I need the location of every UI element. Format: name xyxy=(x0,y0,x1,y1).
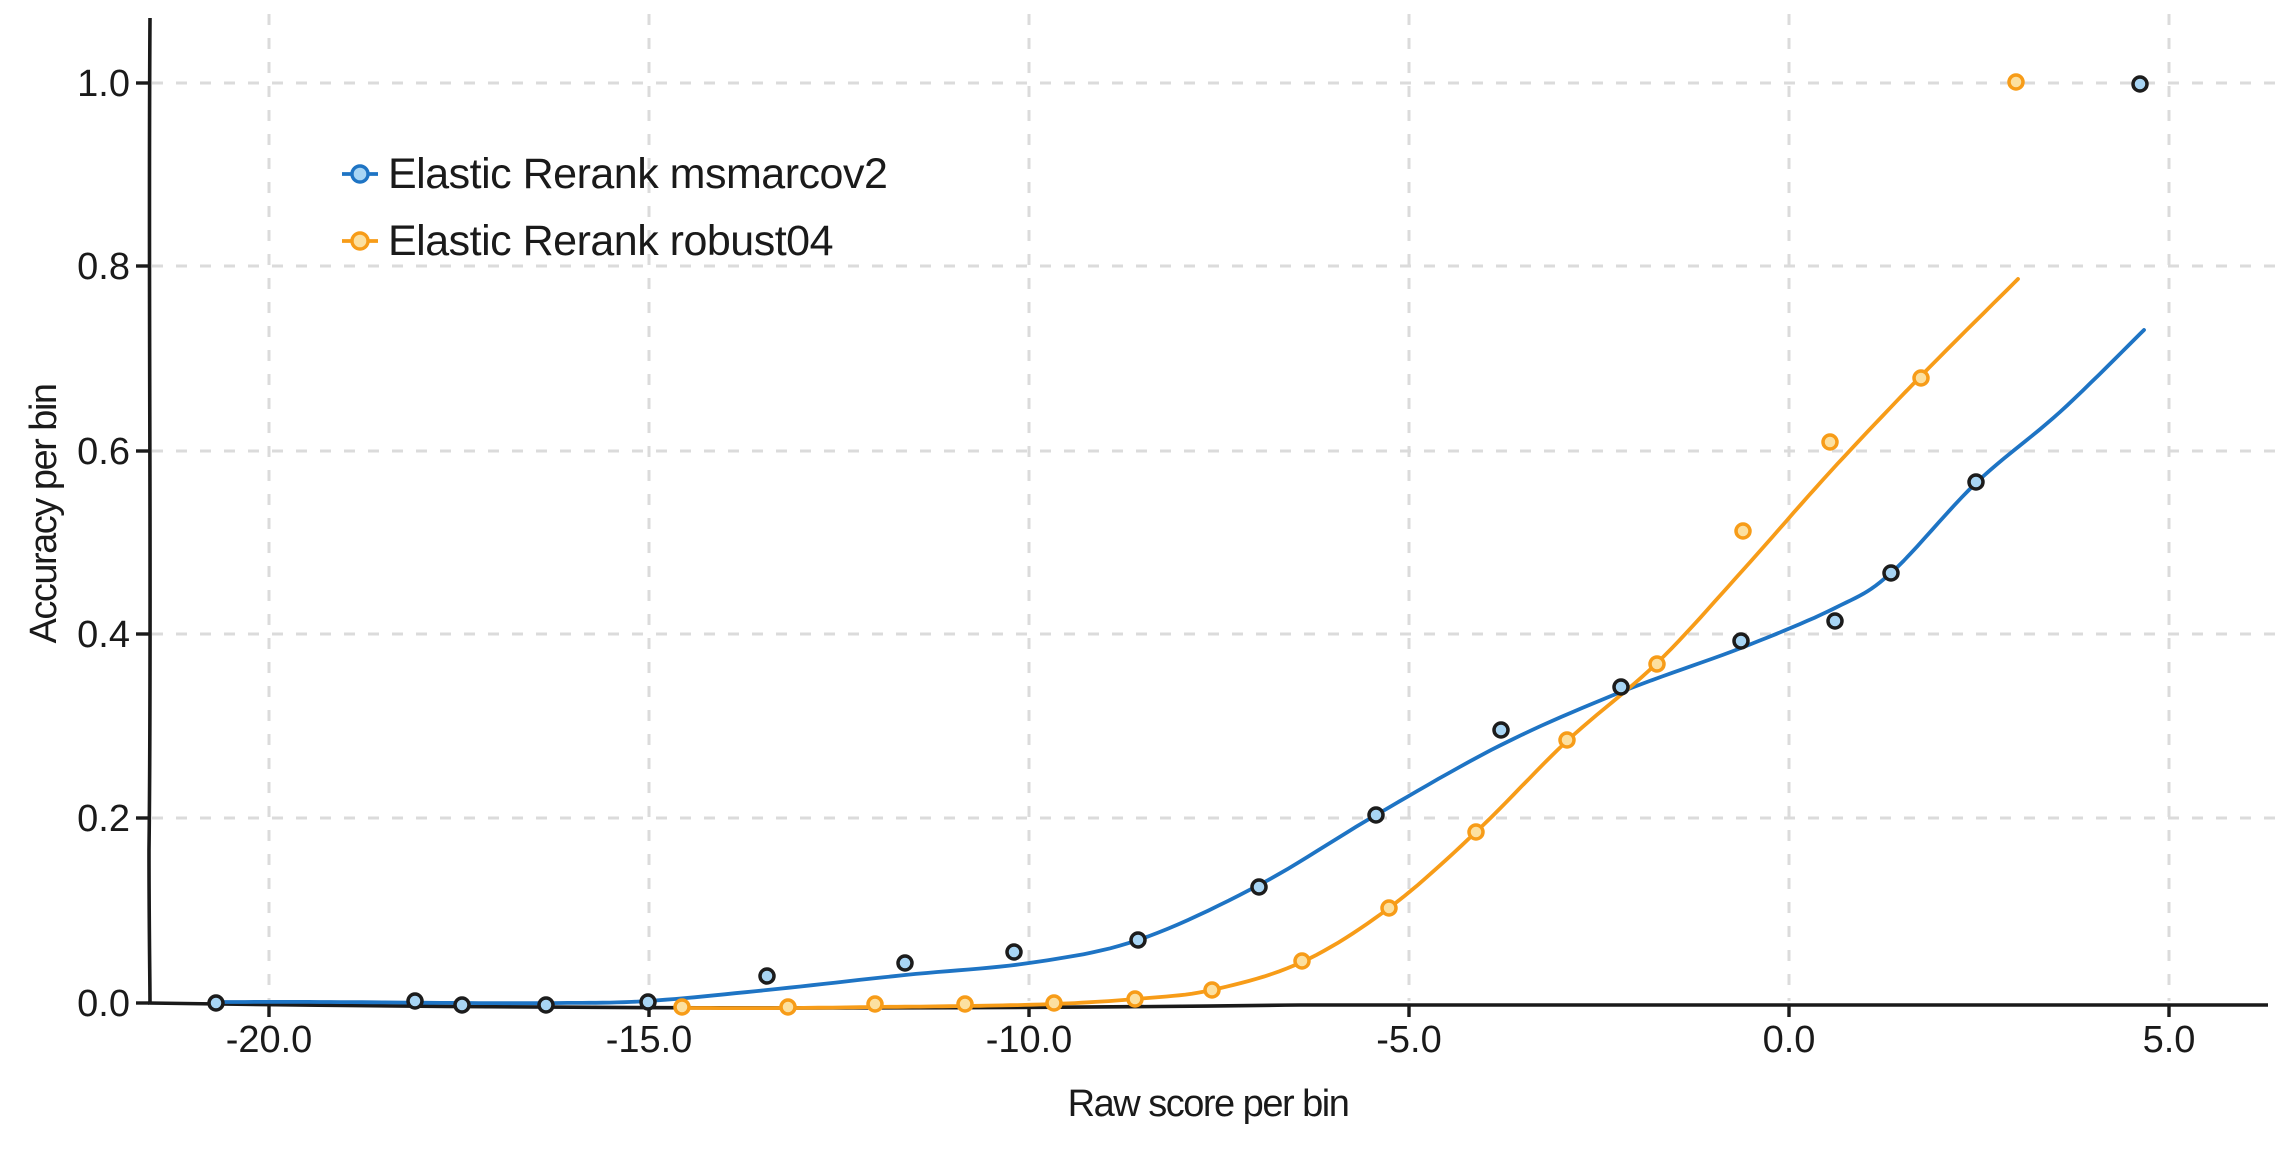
svg-text:-20.0: -20.0 xyxy=(226,1019,313,1061)
svg-text:5.0: 5.0 xyxy=(2143,1019,2196,1061)
svg-text:0.0: 0.0 xyxy=(77,983,130,1025)
svg-text:Elastic Rerank robust04: Elastic Rerank robust04 xyxy=(388,217,833,265)
svg-text:Accuracy per bin: Accuracy per bin xyxy=(23,384,65,643)
svg-text:-10.0: -10.0 xyxy=(986,1019,1073,1061)
svg-text:0.8: 0.8 xyxy=(77,246,130,288)
svg-text:0.6: 0.6 xyxy=(77,431,130,473)
svg-text:0.2: 0.2 xyxy=(77,798,130,840)
svg-text:Elastic Rerank msmarcov2: Elastic Rerank msmarcov2 xyxy=(388,150,887,198)
svg-text:1.0: 1.0 xyxy=(77,63,130,105)
svg-text:-15.0: -15.0 xyxy=(606,1019,693,1061)
svg-text:-5.0: -5.0 xyxy=(1376,1019,1441,1061)
svg-text:0.4: 0.4 xyxy=(77,614,130,656)
svg-text:0.0: 0.0 xyxy=(1763,1019,1816,1061)
svg-text:Raw score per bin: Raw score per bin xyxy=(1068,1083,1349,1125)
